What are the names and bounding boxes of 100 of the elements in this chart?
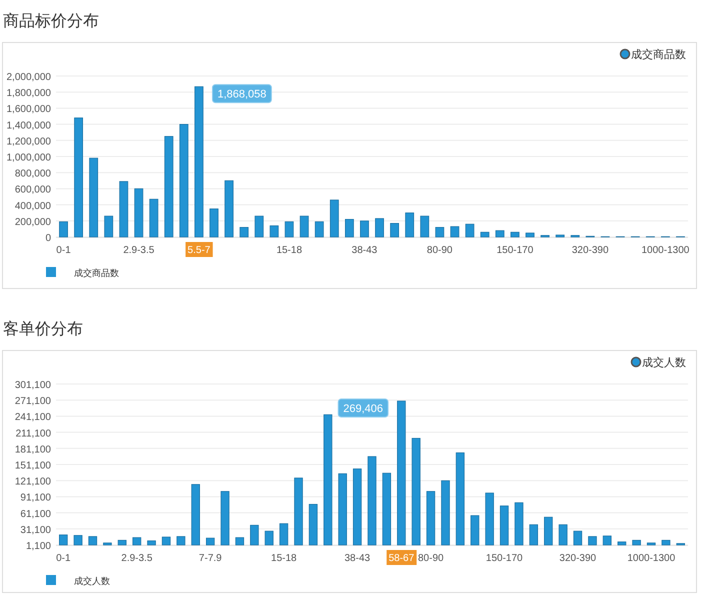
bar: [147, 540, 156, 546]
bar: [132, 537, 142, 546]
bar: [308, 504, 318, 546]
x-tick-label: 2.9-3.5: [123, 245, 155, 256]
bar: [179, 124, 188, 238]
bar: [250, 524, 259, 546]
bar: [240, 227, 249, 238]
bar: [556, 234, 565, 238]
bar: [465, 224, 474, 238]
x-tick-label: 1000-1300: [627, 553, 676, 564]
bar: [300, 216, 309, 238]
y-tick-label: 211,100: [16, 428, 52, 440]
bar: [500, 506, 509, 546]
y-tick-label: 181,100: [14, 444, 52, 456]
bar: [646, 542, 656, 546]
bar: [89, 158, 98, 238]
x-tick-label: 15-18: [271, 553, 298, 564]
y-tick-label: 301,100: [14, 380, 52, 391]
annotation: 269,406: [343, 403, 384, 416]
x-tick-label: 320-390: [559, 553, 597, 564]
x-tick-label: 15-18: [276, 245, 302, 256]
legend: 成交人数: [46, 575, 110, 586]
bar: [74, 535, 82, 546]
bar: [529, 524, 538, 546]
bar: [104, 216, 114, 238]
bar: [397, 400, 406, 546]
bar: [162, 536, 171, 546]
bar: [352, 468, 362, 546]
y-tick-label: 151,100: [14, 460, 52, 472]
x-tick-label: 150-170: [486, 553, 524, 564]
y-tick-label: 31,100: [20, 524, 52, 536]
bar: [368, 456, 376, 546]
bar: [191, 484, 200, 546]
y-tick-label: 61,100: [20, 508, 52, 520]
bar: [632, 540, 641, 546]
y-tick-label: 400,000: [14, 200, 52, 212]
bar: [426, 491, 436, 546]
bar: [134, 188, 144, 238]
x-tick-label: 1000-1300: [642, 245, 690, 256]
annotation: 1,868,058: [217, 88, 266, 101]
x-tick-label: 2.9-3.5: [121, 553, 153, 564]
bar: [279, 523, 288, 546]
bar: [375, 218, 384, 238]
bar: [360, 220, 369, 238]
bar: [382, 472, 392, 546]
bar: [510, 232, 520, 238]
chart-title: 商品标价分布: [3, 12, 99, 30]
bar: [59, 221, 68, 238]
x-tick-label: 150-170: [496, 245, 534, 256]
bar: [618, 542, 626, 546]
legend: 成交商品数: [620, 48, 686, 61]
bar: [602, 536, 612, 546]
bar: [324, 414, 332, 546]
bar: [495, 230, 504, 238]
bar: [558, 524, 568, 546]
y-tick-label: 271,100: [14, 396, 52, 408]
bar: [450, 226, 460, 238]
y-tick-label: 800,000: [14, 168, 52, 180]
bar: [220, 491, 230, 546]
bar: [194, 86, 204, 238]
bar: [118, 540, 126, 546]
x-tick-label: 80-90: [426, 245, 453, 256]
y-tick-label: 0: [45, 233, 52, 244]
bar: [224, 180, 234, 238]
y-tick-label: 200,000: [14, 216, 52, 228]
bar: [330, 200, 339, 238]
x-tick-label: 5.5-7: [188, 245, 211, 256]
bar: [485, 492, 494, 546]
bar: [420, 216, 430, 238]
x-tick-label: 38-43: [344, 553, 371, 564]
bar: [526, 232, 534, 238]
picture-legend-radio: 成交人数: [630, 356, 686, 369]
bar: [441, 480, 450, 546]
x-tick-label: 7-7.9: [198, 553, 222, 564]
bar: [480, 232, 490, 238]
bar: [662, 540, 670, 546]
bar: [176, 536, 186, 546]
bar: [544, 516, 553, 546]
bar: [456, 452, 465, 546]
y-tick-label: 1,800,000: [6, 88, 52, 100]
x-tick-label: 58-67: [388, 553, 415, 564]
bar: [435, 227, 444, 238]
y-tick-label: 600,000: [14, 184, 52, 196]
bar: [573, 530, 582, 546]
y-tick-label: 2,000,000: [6, 72, 52, 83]
x-tick-label: 0-1: [56, 245, 72, 256]
bar: [103, 542, 112, 546]
y-tick-label: 241,100: [14, 412, 52, 424]
x-tick-label: 320-390: [572, 245, 609, 256]
bar: [294, 478, 303, 546]
bar: [88, 536, 98, 546]
x-tick-label: 38-43: [352, 245, 378, 256]
bar: [119, 181, 128, 238]
bar: [210, 208, 218, 238]
bar: [412, 438, 420, 546]
y-tick-label: 91,100: [20, 492, 52, 504]
y-tick-label: 1,600,000: [6, 104, 52, 116]
y-tick-label: 1,200,000: [6, 136, 52, 148]
bar: [270, 225, 279, 238]
y-tick-label: 121,100: [14, 476, 52, 488]
